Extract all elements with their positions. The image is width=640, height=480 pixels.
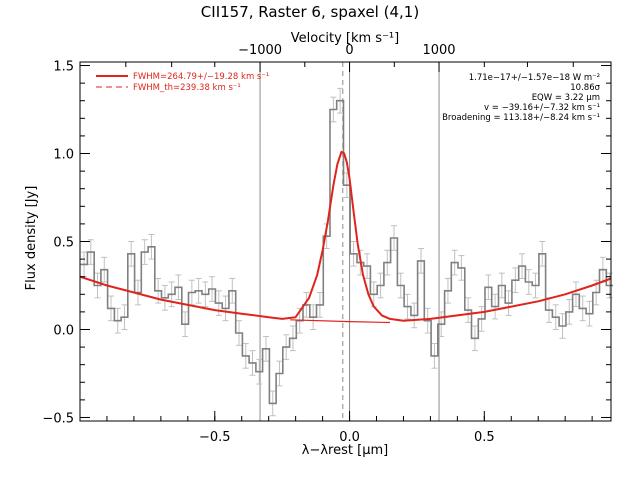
x-axis-label: λ−λrest [μm] xyxy=(302,443,388,458)
top-tick-label: 0 xyxy=(345,43,353,58)
axes: −0.5 0.0 0.5 −0.5 0.0 0.5 1.0 1.5 −1000 0 1000 xyxy=(42,43,612,445)
fit-curve xyxy=(79,150,612,322)
y-tick-label: 1.0 xyxy=(53,148,74,163)
legend-label-0: FWHM=264.79+/−19.28 km s⁻¹ xyxy=(133,72,269,82)
top-tick-label: 1000 xyxy=(422,43,455,58)
annotation-1: 10.86σ xyxy=(570,83,600,93)
top-tick-label: −1000 xyxy=(238,43,282,58)
chart-title: CII157, Raster 6, spaxel (4,1) xyxy=(201,3,419,21)
continuum-baseline xyxy=(290,319,391,324)
legend-label-1: FWHM_th=239.38 km s⁻¹ xyxy=(133,83,241,93)
annotation-3: v = −39.16+/−7.32 km s⁻¹ xyxy=(484,103,600,113)
annotation-0: 1.71e−17+/−1.57e−18 W m⁻² xyxy=(469,73,600,83)
x-tick-label: −0.5 xyxy=(199,430,231,445)
annotation-4: Broadening = 113.18+/−8.24 km s⁻¹ xyxy=(442,113,600,123)
data-series xyxy=(79,99,613,405)
annotation-2: EQW = 3.22 μm xyxy=(532,93,600,103)
x-tick-label: 0.0 xyxy=(339,430,360,445)
legend: FWHM=264.79+/−19.28 km s⁻¹FWHM_th=239.38… xyxy=(96,72,269,93)
y-tick-label: 0.5 xyxy=(53,236,74,251)
y-tick-label: −0.5 xyxy=(42,411,74,426)
y-tick-label: 1.5 xyxy=(53,60,74,75)
y-axis-label: Flux density [Jy] xyxy=(24,186,39,291)
x-tick-label: 0.5 xyxy=(474,430,495,445)
y-tick-label: 0.0 xyxy=(53,323,74,338)
spectrum-histogram xyxy=(80,99,613,405)
top-axis-label: Velocity [km s⁻¹] xyxy=(291,31,399,46)
